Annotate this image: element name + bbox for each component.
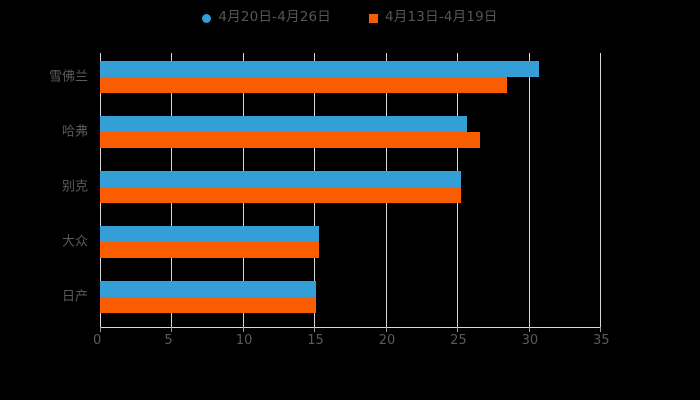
plot-area: [100, 53, 601, 327]
bar-0[interactable]: [100, 116, 468, 133]
bar-1[interactable]: [100, 132, 480, 149]
bar-1[interactable]: [100, 296, 316, 313]
x-tick-label: 20: [378, 333, 396, 348]
gridline: [528, 53, 530, 327]
legend-label-series-1: 4月13日-4月19日: [385, 9, 498, 26]
bar-0[interactable]: [100, 280, 316, 297]
gridline: [600, 53, 601, 327]
legend-label-series-0: 4月20日-4月26日: [218, 9, 331, 26]
x-tick-mark: [457, 327, 459, 332]
y-tick-label: 雪佛兰: [48, 69, 88, 85]
bar-1[interactable]: [100, 187, 462, 203]
x-axis-line: [100, 327, 601, 328]
x-tick-mark: [171, 327, 173, 332]
x-tick-mark: [100, 327, 101, 332]
legend-marker-dot-icon: [202, 13, 212, 23]
x-tick-label: 25: [450, 333, 467, 348]
bar-1[interactable]: [100, 77, 508, 94]
legend-item-series-1[interactable]: 4月13日-4月19日: [369, 11, 498, 25]
chart-legend: 4月20日-4月26日 4月13日-4月19日: [0, 6, 700, 30]
bar-0[interactable]: [100, 225, 319, 242]
legend-marker-square-icon: [369, 13, 378, 23]
x-tick-mark: [528, 327, 530, 332]
x-tick-mark: [314, 327, 316, 332]
x-tick-label: 10: [235, 333, 253, 348]
y-tick-label: 大众: [61, 234, 88, 250]
x-tick-mark: [242, 327, 244, 332]
x-tick-label: 30: [521, 333, 539, 348]
y-tick-label: 日产: [61, 289, 88, 305]
x-tick-label: 0: [93, 333, 102, 348]
x-tick-mark: [600, 327, 601, 332]
y-tick-label: 别克: [61, 179, 88, 195]
x-tick-label: 5: [164, 333, 173, 348]
x-tick-label: 35: [593, 333, 610, 348]
legend-item-series-0[interactable]: 4月20日-4月26日: [202, 11, 331, 25]
y-tick-label: 哈弗: [61, 124, 88, 140]
x-tick-label: 15: [307, 333, 324, 348]
bar-0[interactable]: [100, 61, 539, 78]
x-tick-mark: [385, 327, 387, 332]
bar-0[interactable]: [100, 171, 462, 187]
bar-1[interactable]: [100, 241, 319, 258]
